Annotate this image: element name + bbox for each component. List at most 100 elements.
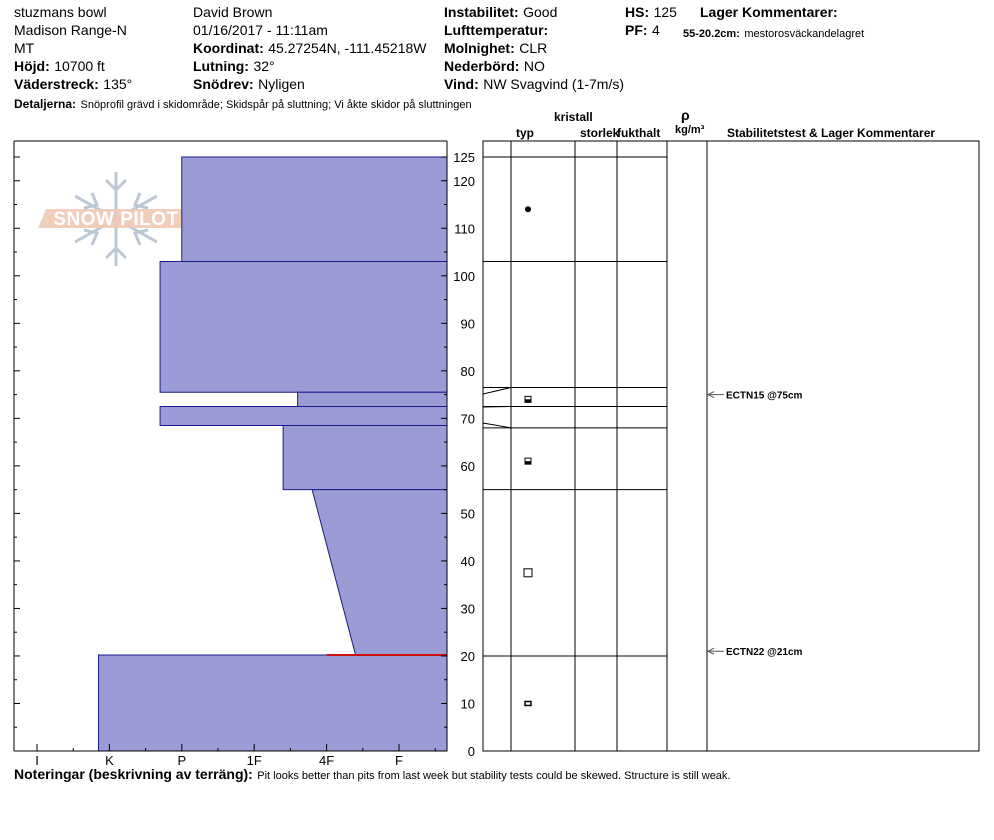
coord-value: 45.27254N, -111.45218W — [268, 40, 427, 56]
precip-value: NO — [523, 58, 545, 74]
y-tick-label: 125 — [453, 150, 475, 165]
slope-label: Lutning: — [193, 58, 249, 74]
test-label: ECTN22 @21cm — [726, 647, 803, 658]
x-tick-label: K — [105, 753, 114, 768]
connector-slant — [482, 386, 512, 395]
stability-row: Instabilitet: Good — [444, 5, 557, 21]
col-crystal: kristall — [554, 110, 593, 124]
aspect-value: 135° — [103, 76, 133, 92]
datetime: 01/16/2017 - 11:11am — [193, 22, 328, 38]
elevation-label: Höjd: — [14, 58, 50, 74]
elevation-row: Höjd: 10700 ft — [14, 59, 105, 75]
layer-bar — [98, 654, 448, 752]
hs-value: 125 — [653, 4, 677, 20]
hs-row: HS: 125 — [625, 5, 677, 21]
coord-row: Koordinat: 45.27254N, -111.45218W — [193, 41, 426, 57]
range: Madison Range-N — [14, 22, 127, 38]
y-tick-label: 90 — [461, 316, 475, 331]
elevation-value: 10700 ft — [54, 58, 105, 74]
wind-row: Vind: NW Svagvind (1-7m/s) — [444, 77, 624, 93]
grain-marker-dot — [525, 206, 531, 213]
layer-bar — [159, 261, 448, 393]
connector-slant — [482, 422, 512, 429]
layer-bar — [297, 391, 448, 407]
details-row: Detaljerna: Snöprofil grävd i skidområde… — [14, 96, 472, 112]
state: MT — [14, 40, 35, 56]
y-tick-label: 10 — [461, 696, 475, 711]
grain-marker-square — [523, 568, 533, 578]
layer-comment-range: 55-20.2cm: — [683, 28, 740, 40]
wind-value: NW Svagvind (1-7m/s) — [483, 76, 625, 92]
notes-text: Pit looks better than pits from last wee… — [257, 770, 731, 782]
layer-comment-row: 55-20.2cm: mestorosväckandelagret — [683, 25, 864, 41]
drift-label: Snödrev: — [193, 76, 254, 92]
layer-bar — [159, 405, 448, 426]
layer-comments-label: Lager Kommentarer: — [700, 4, 838, 20]
snowpilot-logo: SNOW PILOT — [38, 172, 194, 266]
coord-label: Koordinat: — [193, 40, 264, 56]
grain-marker-half-square-fill — [525, 399, 531, 403]
pf-value: 4 — [652, 22, 660, 38]
col-density-unit: kg/m³ — [675, 124, 705, 136]
precip-label: Nederbörd: — [444, 58, 520, 74]
y-tick-label: 40 — [461, 554, 475, 569]
y-tick-label: 70 — [461, 411, 475, 426]
col-stability-comments: Stabilitetstest & Lager Kommentarer — [727, 126, 936, 140]
notes-label: Noteringar (beskrivning av terräng): — [14, 766, 253, 782]
footer-notes: Noteringar (beskrivning av terräng): Pit… — [14, 767, 731, 783]
y-tick-label: 80 — [461, 364, 475, 379]
y-tick-label: 100 — [453, 269, 475, 284]
connector-slant — [482, 405, 512, 408]
x-tick-label: 1F — [247, 753, 262, 768]
aspect-row: Väderstreck: 135° — [14, 77, 132, 93]
slope-row: Lutning: 32° — [193, 59, 275, 75]
stability-label: Instabilitet: — [444, 4, 519, 20]
pf-row: PF: 4 — [625, 23, 660, 39]
details-value: Snöprofil grävd i skidområde; Skidspår p… — [80, 99, 472, 111]
x-tick-label: I — [35, 753, 39, 768]
sky-label: Molnighet: — [444, 40, 515, 56]
y-tick-label: 20 — [461, 649, 475, 664]
stability-value: Good — [523, 4, 558, 20]
observer: David Brown — [193, 4, 273, 20]
hs-label: HS: — [625, 4, 650, 20]
airtemp-label: Lufttemperatur: — [444, 22, 549, 38]
x-tick-label: 4F — [319, 753, 334, 768]
drift-value: Nyligen — [258, 76, 305, 92]
aspect-label: Väderstreck: — [14, 76, 99, 92]
sky-row: Molnighet: CLR — [444, 41, 547, 57]
logo-text: SNOW PILOT — [53, 209, 178, 230]
col-size: storlek — [580, 126, 620, 140]
y-tick-label: 60 — [461, 459, 475, 474]
details-label: Detaljerna: — [14, 97, 77, 111]
y-tick-label: 120 — [453, 174, 475, 189]
y-tick-label: 30 — [461, 601, 475, 616]
test-label: ECTN15 @75cm — [726, 391, 803, 402]
col-type: typ — [516, 126, 534, 140]
x-tick-label: F — [395, 753, 403, 768]
location: stuzmans bowl — [14, 4, 107, 20]
wind-label: Vind: — [444, 76, 479, 92]
airtemp-row: Lufttemperatur: — [444, 23, 548, 39]
slope-value: 32° — [253, 58, 275, 74]
y-tick-label: 50 — [461, 506, 475, 521]
layer-comment-text: mestorosväckandelagret — [744, 28, 865, 40]
grain-marker-flat-square — [524, 700, 532, 707]
test-arrow-head — [706, 391, 715, 399]
col-moisture: fukthalt — [617, 126, 661, 140]
sky-value: CLR — [519, 40, 548, 56]
test-arrow-head — [706, 647, 715, 655]
drift-row: Snödrev: Nyligen — [193, 77, 305, 93]
col-rho: ρ — [681, 107, 690, 123]
precip-row: Nederbörd: NO — [444, 59, 545, 75]
y-tick-label: 0 — [468, 744, 475, 759]
x-tick-label: P — [177, 753, 186, 768]
pf-label: PF: — [625, 22, 648, 38]
grain-marker-half-square-fill — [525, 461, 531, 465]
layer-bar — [311, 489, 448, 656]
layer-bar — [181, 156, 448, 263]
layer-bar — [282, 424, 448, 491]
logo-banner — [38, 209, 194, 228]
y-tick-label: 110 — [454, 221, 475, 236]
